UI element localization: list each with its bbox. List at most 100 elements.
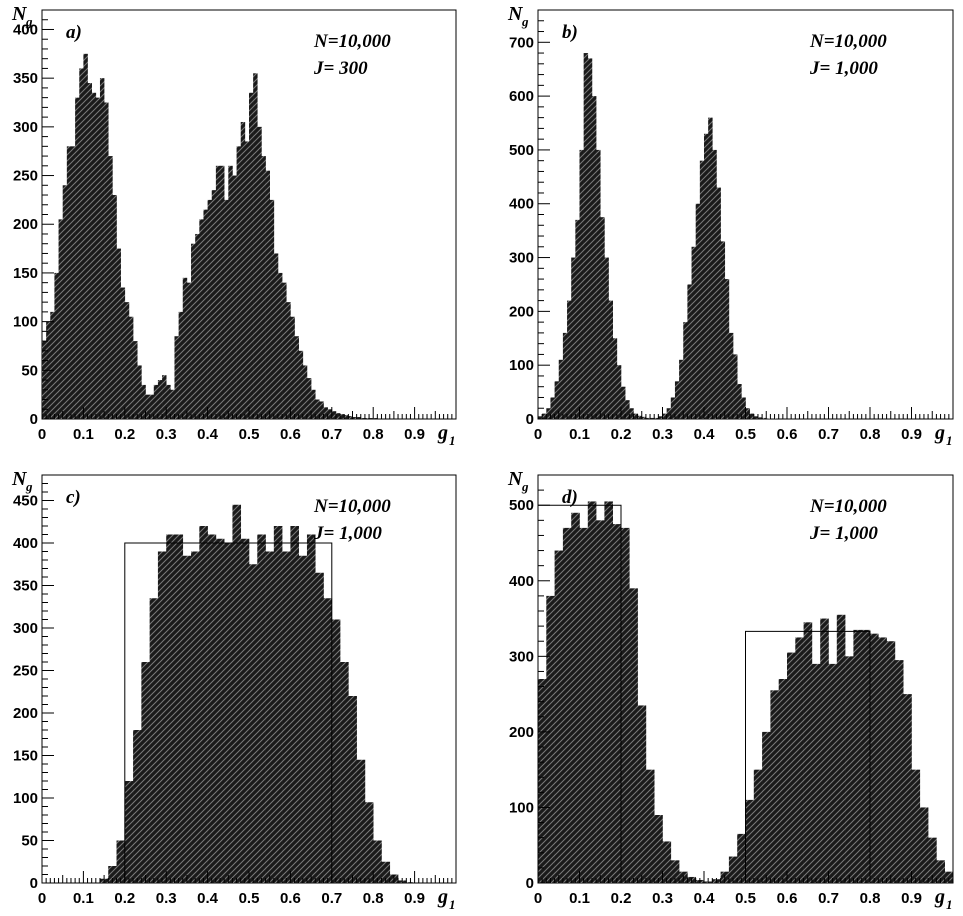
- histogram-bar: [186, 282, 192, 419]
- histogram-bar: [762, 417, 767, 419]
- histogram-bar: [870, 633, 879, 883]
- histogram-bar: [195, 233, 200, 419]
- histogram-bar: [720, 241, 726, 419]
- histogram-bar: [728, 856, 738, 883]
- x-tick-label: 0.8: [860, 426, 881, 443]
- y-tick-label: 150: [13, 265, 38, 282]
- x-tick-label: 0: [534, 890, 542, 907]
- histogram-bar: [261, 156, 266, 420]
- histogram-bar: [315, 572, 324, 883]
- histogram-bar: [369, 418, 374, 419]
- histogram-bar: [182, 277, 188, 419]
- histogram-bar: [554, 550, 564, 883]
- histogram-bar: [612, 338, 618, 419]
- histogram-bar: [331, 619, 341, 883]
- histogram-bar: [91, 92, 97, 420]
- histogram-bar: [811, 663, 821, 883]
- histogram-panel: 0 0.1 0.2 0.3 0.4 0.5 0.6 0.7 0.8 0.9 0 50 100 150 200…: [11, 3, 457, 448]
- panel-label: c): [66, 487, 81, 508]
- x-tick-label: 0.7: [818, 426, 839, 443]
- histogram-bar: [774, 418, 779, 419]
- x-tick-label: 0.8: [860, 890, 881, 907]
- histogram-bar: [157, 551, 167, 883]
- histogram-bar: [228, 165, 233, 419]
- y-axis-title: N: [507, 3, 524, 25]
- histogram-bar: [745, 408, 750, 419]
- histogram-bar: [340, 662, 349, 883]
- histogram-bar: [277, 272, 283, 419]
- panel-label: b): [562, 22, 578, 43]
- x-tick-label: 0.1: [73, 426, 94, 443]
- histogram-bar: [149, 598, 159, 883]
- y-tick-label: 300: [509, 648, 534, 665]
- y-axis-title-subscript: g: [521, 479, 529, 494]
- x-tick-label: 0.7: [818, 890, 839, 907]
- histogram-bar: [265, 551, 275, 883]
- histogram-bar: [762, 731, 771, 883]
- histogram-bar: [886, 641, 896, 883]
- histogram-bar: [641, 416, 647, 419]
- histogram-bar: [149, 394, 155, 419]
- histogram-bar: [199, 219, 204, 419]
- y-tick-label: 400: [13, 535, 38, 552]
- histogram-bar: [919, 807, 929, 883]
- x-tick-label: 0.2: [114, 426, 135, 443]
- histogram-bar: [191, 551, 200, 883]
- histogram-bar: [766, 418, 771, 419]
- histogram-bar: [286, 302, 291, 419]
- histogram-bar: [145, 394, 150, 419]
- histogram-bar: [108, 156, 113, 420]
- histogram-bar: [257, 126, 262, 419]
- x-tick-label: 0.7: [321, 426, 342, 443]
- annotation-text: N=10,000: [809, 31, 887, 52]
- histogram-bar: [356, 417, 362, 419]
- histogram-bar: [637, 705, 647, 883]
- x-tick-label: 0.7: [321, 890, 342, 907]
- x-axis-title-subscript: 1: [449, 433, 456, 448]
- histogram-bar: [666, 408, 672, 419]
- histogram-bar: [253, 73, 258, 420]
- histogram-bar: [567, 300, 572, 419]
- histogram-bar: [757, 417, 763, 419]
- x-axis-title: g: [934, 422, 945, 444]
- histogram-bar: [290, 316, 295, 419]
- histogram-bar: [633, 413, 638, 419]
- histogram-bar: [903, 694, 912, 883]
- histogram-bar: [141, 662, 150, 883]
- histogram-bar: [211, 190, 217, 419]
- x-tick-label: 0: [534, 426, 542, 443]
- histogram-bar: [670, 397, 676, 419]
- histogram-bar: [124, 302, 130, 419]
- histogram-bar: [166, 384, 171, 419]
- histogram-bar: [348, 416, 353, 419]
- x-tick-label: 0.5: [735, 426, 756, 443]
- y-tick-label: 300: [13, 119, 38, 136]
- histogram-bar: [364, 418, 370, 419]
- histogram-bar: [120, 287, 126, 419]
- y-tick-label: 200: [509, 303, 534, 320]
- x-tick-label: 0.6: [280, 890, 301, 907]
- histogram-bar: [348, 696, 357, 883]
- histogram-bar: [141, 384, 146, 419]
- histogram-bar: [787, 652, 796, 883]
- histogram-bar: [853, 629, 862, 883]
- y-tick-label: 500: [509, 497, 534, 514]
- histogram-bar: [583, 53, 589, 419]
- histogram-bar: [75, 97, 80, 420]
- y-tick-label: 400: [13, 21, 38, 38]
- x-tick-label: 0.3: [652, 426, 673, 443]
- y-tick-label: 300: [509, 250, 534, 267]
- histogram-bar: [240, 538, 250, 883]
- y-tick-label: 200: [13, 705, 38, 722]
- histogram-bar: [604, 257, 609, 419]
- histogram-bar: [674, 381, 680, 419]
- histogram-bar: [699, 160, 705, 419]
- histogram-bar: [538, 679, 547, 883]
- histogram-bar: [845, 656, 854, 883]
- x-axis-title: g: [437, 422, 448, 444]
- histogram-bar: [62, 185, 68, 419]
- histogram-bar: [236, 146, 242, 420]
- histogram-bar: [670, 860, 680, 883]
- histogram-bar: [571, 512, 580, 883]
- histogram-bar: [596, 149, 601, 419]
